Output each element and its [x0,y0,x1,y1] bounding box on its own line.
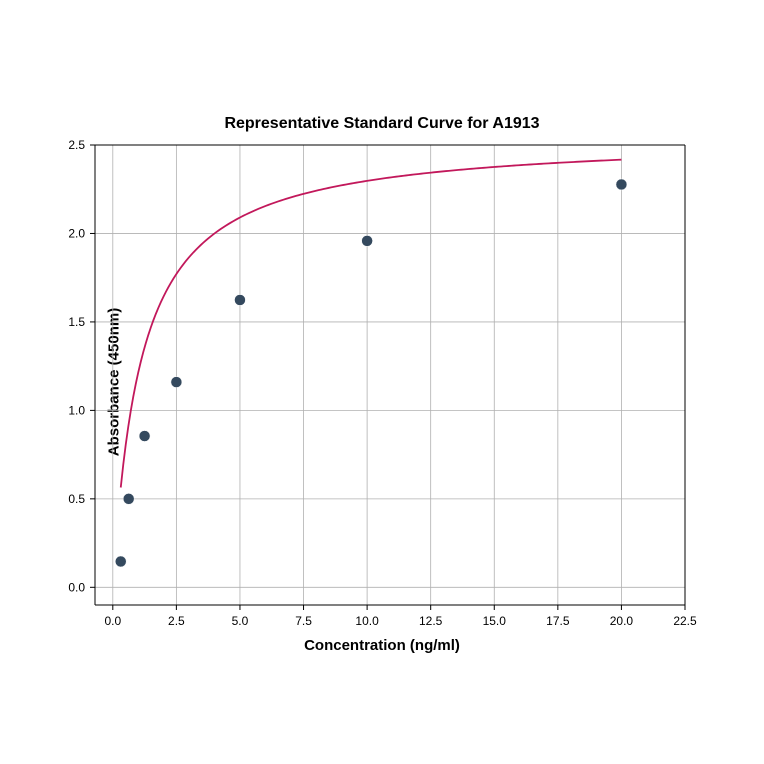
chart-title: Representative Standard Curve for A1913 [0,115,764,133]
x-axis-label: Concentration (ng/ml) [0,637,764,654]
y-tick-label: 1.0 [68,403,85,417]
y-tick-label: 1.5 [68,315,85,329]
data-point [234,294,245,305]
y-tick-label: 0.5 [68,492,85,506]
data-point [123,493,134,504]
chart-container: 0.02.55.07.510.012.515.017.520.022.50.00… [95,145,685,605]
x-tick-label: 15.0 [483,614,507,628]
x-tick-label: 7.5 [295,614,312,628]
plot-svg: 0.02.55.07.510.012.515.017.520.022.50.00… [95,145,685,605]
x-tick-label: 5.0 [232,614,249,628]
y-tick-label: 2.5 [68,138,85,152]
x-tick-label: 0.0 [104,614,121,628]
x-tick-label: 10.0 [355,614,379,628]
x-tick-label: 17.5 [546,614,570,628]
data-point [362,235,373,246]
y-tick-label: 2.0 [68,226,85,240]
data-point [115,556,126,567]
data-point [616,179,627,190]
x-tick-label: 20.0 [610,614,634,628]
data-point [171,377,182,388]
x-tick-label: 2.5 [168,614,185,628]
x-tick-label: 22.5 [673,614,697,628]
y-tick-label: 0.0 [68,580,85,594]
fitted-curve [121,160,622,488]
data-point [139,431,150,442]
x-tick-label: 12.5 [419,614,443,628]
